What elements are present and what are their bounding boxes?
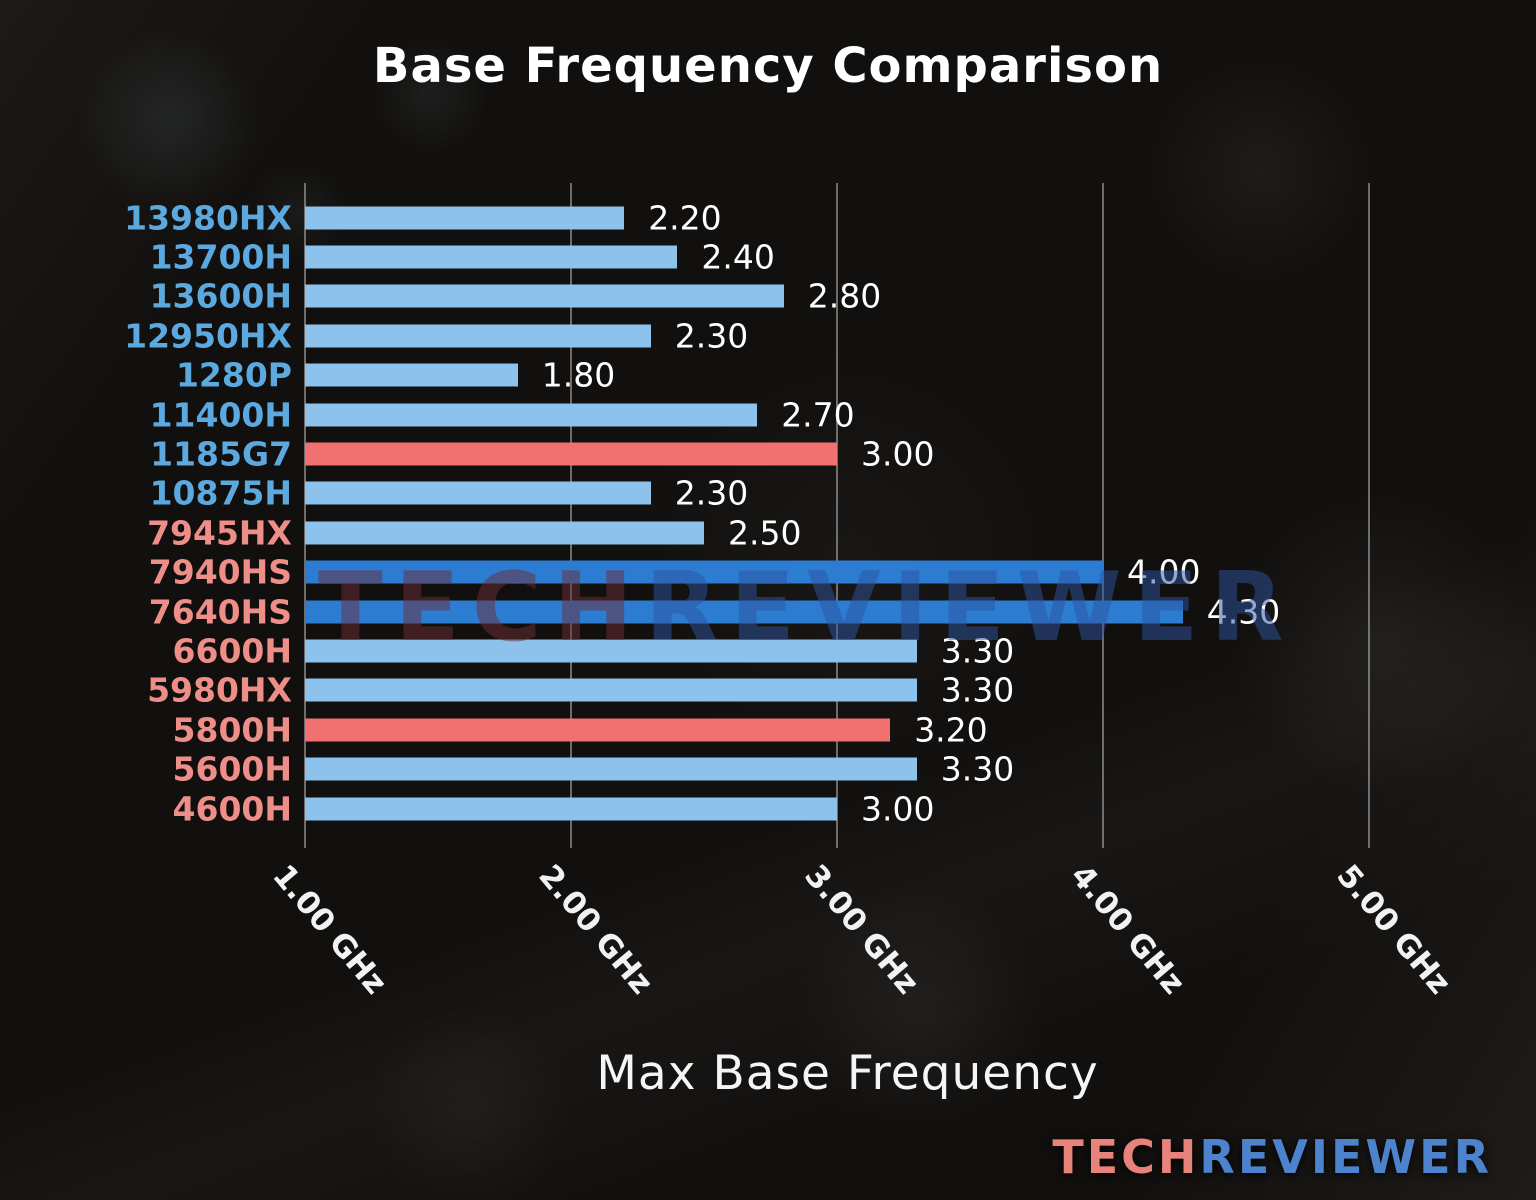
bar-row: 13980HX 2.20 — [0, 198, 1536, 237]
bar — [305, 560, 1103, 584]
category-label: 11400H — [149, 395, 292, 435]
category-label: 7640HS — [148, 592, 292, 632]
brand-logo: TECHREVIEWER — [1052, 1130, 1492, 1184]
bar-row: 5600H 3.30 — [0, 750, 1536, 789]
bar — [305, 324, 651, 348]
logo-tech: TECH — [1052, 1130, 1200, 1184]
value-label: 2.30 — [674, 316, 749, 356]
value-label: 2.20 — [648, 198, 722, 238]
bar — [305, 363, 518, 387]
category-label: 7940HS — [148, 552, 292, 592]
value-label: 1.80 — [541, 355, 616, 395]
bar-row: 13700H 2.40 — [0, 237, 1536, 277]
gridline — [1368, 183, 1370, 848]
gridline — [836, 183, 838, 848]
bar-row: 7940HS 4.00 — [0, 553, 1536, 592]
category-label: 13980HX — [124, 198, 292, 238]
bar — [305, 757, 917, 781]
category-label: 13700H — [149, 237, 292, 277]
bar-row: 7945HX 2.50 — [0, 513, 1536, 552]
bar — [305, 521, 704, 545]
gridline — [570, 183, 572, 848]
value-label: 4.30 — [1206, 592, 1281, 632]
value-label: 3.00 — [861, 434, 935, 474]
bar-row: 1280P 1.80 — [0, 356, 1536, 395]
category-label: 10875H — [149, 473, 292, 513]
x-axis-title: Max Base Frequency — [596, 1046, 1099, 1101]
value-label: 2.30 — [674, 473, 749, 513]
category-label: 4600H — [172, 789, 292, 829]
value-label: 3.20 — [914, 710, 988, 750]
bar — [305, 442, 837, 466]
category-label: 6600H — [172, 631, 292, 671]
bar — [305, 206, 625, 230]
value-label: 2.40 — [701, 237, 775, 277]
bar — [305, 245, 678, 269]
category-label: 5600H — [172, 749, 292, 789]
bar-row: 1185G7 3.00 — [0, 434, 1536, 474]
bar-row: 13600H 2.80 — [0, 277, 1536, 316]
bar — [305, 718, 891, 742]
value-label: 3.30 — [940, 670, 1015, 710]
category-label: 1280P — [175, 355, 292, 395]
bar-row: 5980HX 3.30 — [0, 671, 1536, 710]
bar — [305, 481, 651, 505]
gridline — [1102, 183, 1104, 848]
value-label: 3.30 — [940, 631, 1015, 671]
bar-row: 11400H 2.70 — [0, 395, 1536, 434]
value-label: 3.00 — [861, 789, 935, 829]
category-label: 5800H — [172, 710, 292, 750]
category-label: 12950HX — [124, 316, 292, 356]
bar — [305, 639, 917, 663]
bar — [305, 284, 784, 308]
category-label: 7945HX — [147, 513, 292, 553]
category-label: 13600H — [149, 276, 292, 316]
category-label: 1185G7 — [150, 434, 292, 474]
bar — [305, 678, 917, 702]
gridline — [304, 183, 306, 848]
bar-row: 12950HX 2.30 — [0, 316, 1536, 355]
bar-row: 4600H 3.00 — [0, 789, 1536, 828]
bar — [305, 600, 1183, 624]
value-label: 3.30 — [940, 749, 1015, 789]
bar — [305, 797, 837, 821]
value-label: 2.70 — [781, 395, 855, 435]
value-label: 2.80 — [807, 276, 882, 316]
logo-reviewer: REVIEWER — [1199, 1130, 1492, 1184]
bar — [305, 403, 758, 427]
value-label: 2.50 — [728, 513, 802, 553]
bar-row: 10875H 2.30 — [0, 474, 1536, 513]
category-label: 5980HX — [147, 670, 292, 710]
value-label: 4.00 — [1127, 552, 1201, 592]
chart-title: Base Frequency Comparison — [372, 38, 1164, 94]
bar-row: 5800H 3.20 — [0, 710, 1536, 749]
bar-row: 7640HS 4.30 — [0, 592, 1536, 631]
bar-row: 6600H 3.30 — [0, 631, 1536, 671]
